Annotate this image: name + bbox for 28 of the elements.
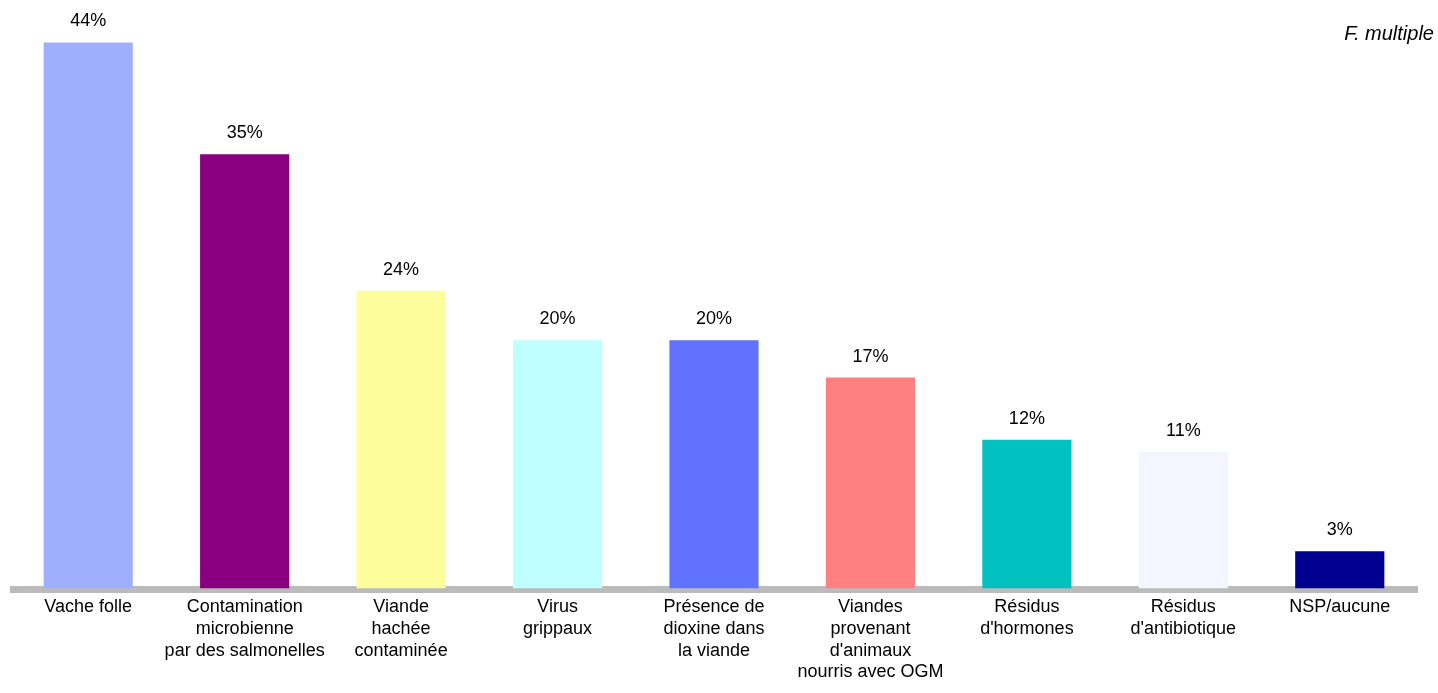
- data-label: 24%: [383, 258, 420, 279]
- bar: [825, 377, 916, 589]
- x-tick-label: Viandes provenant d'animaux nourris avec OGM: [797, 596, 944, 682]
- bar: [982, 439, 1072, 589]
- data-label: 12%: [1008, 407, 1045, 428]
- x-tick-label: Résidus d'antibiotique: [1130, 596, 1237, 638]
- x-tick-label: Virus grippaux: [523, 596, 593, 638]
- x-tick-label: Vache folle: [44, 596, 133, 617]
- x-tick-label: Contamination microbienne par des salmonelles: [164, 596, 325, 660]
- bar: [43, 42, 133, 589]
- data-label: 44%: [70, 10, 107, 31]
- bar: [512, 340, 603, 589]
- data-label: 20%: [695, 308, 733, 329]
- data-label: 35%: [226, 122, 263, 143]
- data-label: 17%: [852, 345, 889, 366]
- x-tick-label: Résidus d'hormones: [980, 596, 1074, 638]
- data-label: 20%: [539, 308, 576, 329]
- data-label: 11%: [1165, 420, 1201, 441]
- bar: [356, 290, 446, 589]
- bar: [1138, 452, 1228, 589]
- bar: [1295, 551, 1385, 589]
- data-label: 3%: [1326, 519, 1353, 540]
- x-tick-label: Présence de dioxine dans la viande: [663, 596, 765, 660]
- x-tick-label: NSP/aucune: [1289, 596, 1391, 617]
- bar: [669, 340, 759, 589]
- bar: [200, 154, 290, 589]
- annotation: F. multiple: [1344, 22, 1434, 45]
- x-tick-label: Viande hachée contaminée: [354, 596, 448, 660]
